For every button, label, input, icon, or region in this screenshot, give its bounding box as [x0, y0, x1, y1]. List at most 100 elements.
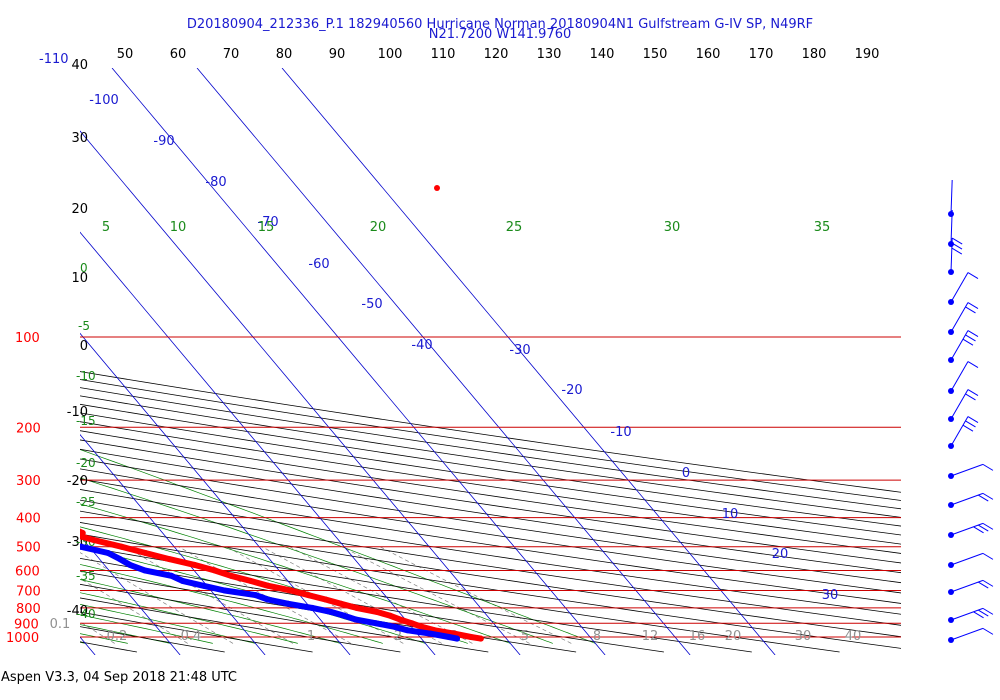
- wind-barb: [948, 237, 963, 275]
- wind-barb-staff: [950, 361, 969, 392]
- left-scale-label: -20: [67, 474, 88, 489]
- wind-barb-feather: [977, 524, 989, 532]
- dry-adiabat: [80, 499, 901, 626]
- sounding-point: [434, 185, 440, 191]
- mixing-ratio-line: [226, 546, 404, 644]
- sounding-point: [80, 543, 84, 550]
- mixing-ratio-label: 0.2: [107, 629, 128, 644]
- dry-adiabat: [80, 611, 313, 653]
- moist-adiabat-label: 30: [664, 220, 681, 235]
- wind-barb: [948, 579, 994, 595]
- moist-adiabat-label: 0: [80, 261, 88, 275]
- moist-adiabat-label: 15: [258, 220, 275, 235]
- wind-barb-feather: [982, 627, 994, 635]
- isotherm-label: -90: [153, 134, 174, 149]
- dry-adiabat: [80, 533, 840, 653]
- mixing-ratio-label: 40: [845, 629, 862, 644]
- top-scale-label: 70: [223, 47, 240, 62]
- pressure-label: 1000: [6, 631, 39, 646]
- sounding-point: [373, 608, 380, 615]
- wind-barb-feather: [967, 330, 979, 337]
- wind-barb: [948, 302, 979, 335]
- wind-barb-feather: [977, 581, 989, 589]
- top-scale-label: 180: [802, 47, 827, 62]
- wind-barb-staff: [950, 463, 984, 477]
- dry-adiabat: [80, 458, 901, 584]
- top-scale-label: 160: [696, 47, 721, 62]
- wind-barb-staff: [950, 302, 969, 333]
- isobars: [80, 336, 901, 638]
- dry-adiabat: [80, 510, 901, 638]
- isotherm-label: -100: [89, 93, 119, 108]
- wind-barb-feather: [951, 242, 963, 250]
- isotherm-line: [196, 68, 691, 655]
- wind-barb-feather: [965, 306, 976, 314]
- wind-barb-feather: [967, 272, 979, 279]
- sounding-point: [353, 604, 360, 611]
- top-scale-label: 60: [170, 47, 187, 62]
- sounding-point: [221, 587, 228, 594]
- sounding-point: [265, 582, 272, 589]
- sounding-point: [322, 596, 329, 603]
- top-scale-label: 80: [276, 47, 293, 62]
- isotherm-line: [80, 433, 266, 655]
- top-scale-label: 120: [484, 47, 509, 62]
- mixing-ratio-label: 0.1: [50, 617, 71, 632]
- dry-adiabat: [80, 489, 901, 615]
- top-scale-label: 90: [329, 47, 346, 62]
- sounding-point: [404, 627, 411, 634]
- wind-barb-feather: [967, 416, 979, 423]
- top-scale-label: 140: [590, 47, 615, 62]
- left-scale-label: -10: [67, 405, 88, 420]
- sounding-point: [309, 604, 316, 611]
- sounding-point: [387, 612, 394, 619]
- wind-barb: [948, 522, 994, 538]
- left-scale-label: 30: [71, 131, 88, 146]
- moist-adiabat-label: 20: [370, 220, 387, 235]
- left-scale-label: 10: [71, 271, 88, 286]
- moist-adiabat-label: -5: [78, 319, 90, 333]
- isotherm-label: 20: [772, 547, 789, 562]
- wind-barb-feather: [967, 361, 979, 368]
- isotherm-label: -40: [411, 338, 432, 353]
- mixing-ratio-label: 20: [725, 629, 742, 644]
- sounding-point: [63, 523, 69, 529]
- dry-adiabat: [80, 522, 901, 649]
- wind-barb: [948, 552, 994, 568]
- sounding-point: [468, 634, 474, 640]
- pressure-label: 600: [15, 564, 40, 579]
- dry-adiabats: [80, 371, 901, 653]
- moist-adiabat: [80, 592, 298, 644]
- wind-barb-feather: [965, 334, 976, 342]
- wind-barb: [948, 361, 979, 394]
- top-left-scale-label: -110: [39, 52, 69, 67]
- sounding-point: [191, 561, 198, 568]
- mixing-ratio-line: [80, 552, 234, 644]
- mixing-ratio-label: 1: [307, 629, 315, 644]
- sounding-point: [408, 620, 415, 627]
- wind-barb-staff: [950, 522, 984, 536]
- mixing-ratio-line: [178, 546, 352, 644]
- isotherm-line: [80, 535, 181, 655]
- sounding-point: [142, 550, 149, 556]
- sounding-point: [418, 623, 425, 630]
- sounding-point: [126, 561, 133, 568]
- sounding-point: [305, 592, 312, 599]
- sounding-point: [247, 577, 254, 584]
- top-scale-label: 150: [643, 47, 668, 62]
- left-scale-label: 20: [71, 202, 88, 217]
- wind-barb-feather: [982, 492, 994, 500]
- moist-adiabat-label: -10: [76, 369, 96, 383]
- wind-barb: [948, 607, 994, 623]
- moist-adiabat-label: -20: [76, 456, 96, 470]
- moist-adiabat-label: -35: [76, 569, 96, 583]
- sounding-point: [287, 587, 294, 594]
- wind-barb-feather: [967, 302, 979, 309]
- isotherm-label: -80: [205, 175, 226, 190]
- isotherm-line: [281, 68, 776, 655]
- moist-adiabat-label: 5: [102, 220, 110, 235]
- top-scale-label: 170: [749, 47, 774, 62]
- sounding-point: [117, 556, 123, 563]
- wind-barb: [948, 330, 979, 363]
